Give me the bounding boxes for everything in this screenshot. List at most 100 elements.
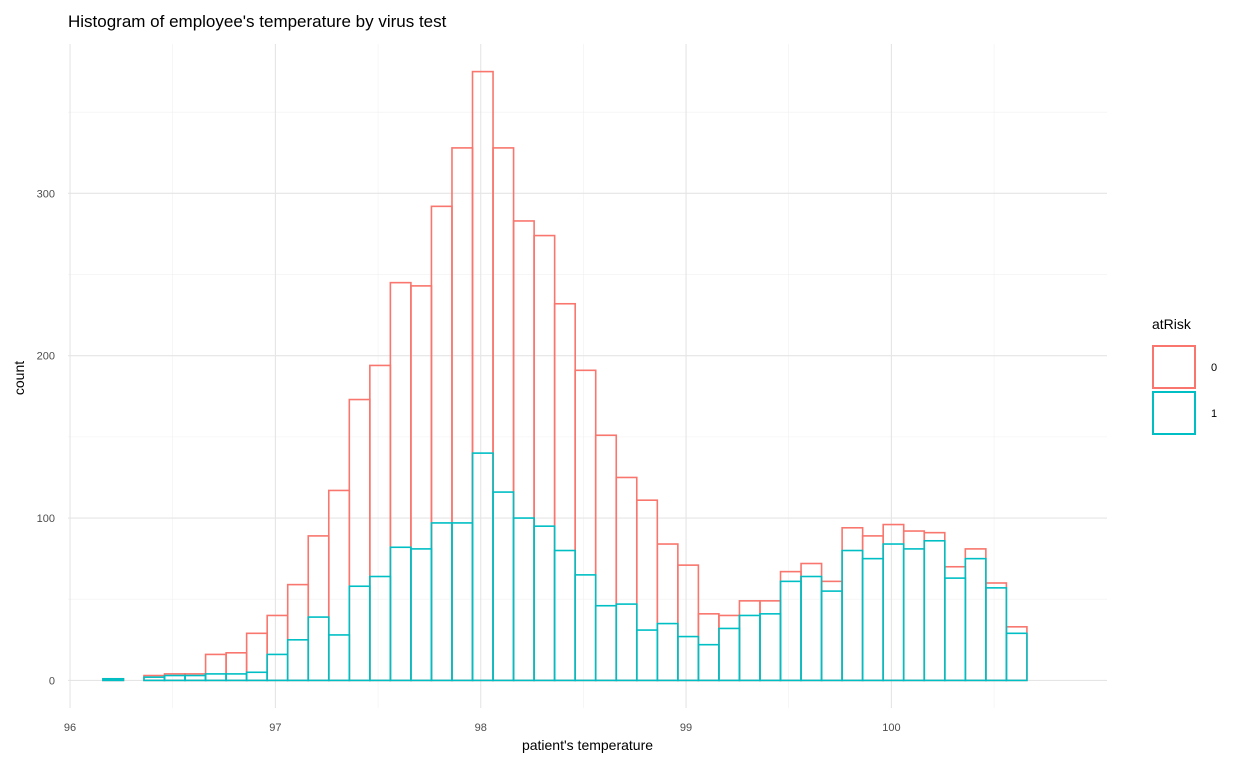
x-tick-label: 97 (269, 722, 281, 734)
bar-atrisk-1 (492, 491, 515, 682)
bar-atrisk-0 (430, 205, 453, 682)
bar-atrisk-0 (389, 281, 412, 682)
bar-atrisk-0 (594, 434, 618, 682)
bar-atrisk-1 (902, 548, 926, 682)
bar-atrisk-1 (184, 674, 207, 682)
bar-atrisk-0 (369, 364, 392, 682)
x-tick-label: 96 (64, 722, 76, 734)
bar-atrisk-1 (1005, 632, 1028, 682)
legend-title: atRisk (1152, 316, 1192, 332)
legend-label-1: 1 (1211, 408, 1217, 420)
bar-atrisk-0 (902, 530, 926, 682)
bar-atrisk-1 (923, 539, 946, 682)
bar-atrisk-1 (369, 575, 392, 682)
bar-atrisk-1 (594, 604, 618, 682)
bar-atrisk-0 (204, 653, 227, 682)
bar-atrisk-1 (143, 676, 166, 682)
bar-atrisk-0 (800, 562, 823, 682)
bar-atrisk-0 (574, 369, 597, 682)
bar-atrisk-1 (389, 546, 412, 682)
bar-atrisk-1 (718, 627, 741, 682)
bar-atrisk-0 (656, 543, 679, 682)
bar-atrisk-0 (410, 285, 433, 682)
bar-atrisk-0 (471, 70, 494, 682)
bar-atrisk-1 (943, 577, 967, 682)
bar-atrisk-0 (677, 564, 700, 682)
bar-atrisk-1 (985, 587, 1008, 682)
bar-atrisk-1 (266, 653, 289, 682)
bar-atrisk-0 (964, 548, 987, 682)
bar-atrisk-0 (512, 220, 535, 682)
bar-atrisk-0 (327, 489, 351, 682)
y-tick-label: 300 (37, 188, 55, 200)
bar-atrisk-0 (882, 523, 905, 682)
x-axis-ticks: 96 97 98 99 100 (64, 722, 901, 734)
bar-atrisk-0 (348, 398, 371, 682)
bar-atrisk-1 (204, 673, 227, 682)
bar-atrisk-0 (738, 600, 761, 682)
bar-atrisk-1 (225, 673, 248, 682)
bar-atrisk-0 (759, 600, 782, 682)
y-tick-label: 200 (37, 351, 55, 363)
histogram-bars (102, 70, 1028, 682)
bar-atrisk-1 (656, 622, 679, 682)
bar-atrisk-1 (820, 590, 843, 682)
bar-atrisk-1 (307, 616, 330, 682)
bar-atrisk-0 (615, 476, 638, 682)
minor-gridlines (68, 44, 1107, 708)
bar-atrisk-0 (533, 234, 556, 682)
bar-atrisk-0 (943, 565, 967, 682)
legend-label-0: 0 (1211, 362, 1217, 374)
bar-atrisk-1 (738, 614, 761, 682)
bar-atrisk-1 (553, 549, 576, 682)
bar-atrisk-1 (882, 543, 905, 682)
bar-atrisk-1 (471, 452, 494, 682)
x-axis-title: patient's temperature (522, 737, 653, 753)
bar-atrisk-0 (779, 570, 802, 682)
bar-atrisk-1 (286, 639, 310, 682)
bar-atrisk-0 (985, 582, 1008, 682)
bar-atrisk-1 (430, 522, 453, 682)
legend: atRisk 0 1 (1152, 316, 1217, 435)
bar-atrisk-0 (820, 580, 843, 682)
bar-atrisk-0 (923, 531, 946, 682)
bar-atrisk-1 (451, 522, 474, 682)
bar-atrisk-0 (697, 613, 720, 682)
bar-atrisk-0 (553, 302, 576, 682)
bar-atrisk-1 (102, 677, 125, 682)
chart-title: Histogram of employee's temperature by v… (68, 12, 447, 31)
legend-key-0 (1152, 345, 1196, 389)
bar-atrisk-1 (964, 557, 987, 682)
bar-atrisk-1 (779, 580, 802, 682)
legend-key-1 (1152, 391, 1196, 435)
y-axis-title: count (11, 361, 27, 395)
bar-atrisk-0 (451, 147, 474, 682)
bar-atrisk-0 (266, 614, 289, 682)
major-gridlines (68, 44, 1107, 708)
bar-atrisk-1 (861, 557, 884, 682)
bar-atrisk-1 (800, 575, 823, 682)
y-axis-ticks: 0 100 200 300 (37, 188, 55, 687)
bar-atrisk-1 (327, 634, 351, 682)
bar-atrisk-1 (533, 525, 556, 682)
x-tick-label: 99 (680, 722, 692, 734)
bar-atrisk-0 (307, 535, 330, 682)
bar-atrisk-1 (759, 613, 782, 682)
bar-atrisk-1 (635, 629, 659, 682)
bar-atrisk-1 (348, 585, 371, 682)
y-tick-label: 100 (37, 513, 55, 525)
bar-atrisk-0 (635, 499, 659, 682)
bar-atrisk-1 (697, 643, 720, 682)
bar-atrisk-0 (718, 614, 741, 682)
bar-atrisk-0 (225, 652, 248, 682)
bar-atrisk-0 (1005, 626, 1028, 682)
bar-atrisk-1 (574, 574, 597, 682)
bar-atrisk-1 (163, 674, 186, 682)
bar-atrisk-1 (245, 671, 268, 682)
bar-atrisk-0 (861, 535, 884, 682)
bar-atrisk-0 (245, 632, 268, 682)
bar-atrisk-1 (841, 549, 864, 682)
x-tick-label: 100 (882, 722, 900, 734)
bar-atrisk-1 (615, 603, 638, 682)
